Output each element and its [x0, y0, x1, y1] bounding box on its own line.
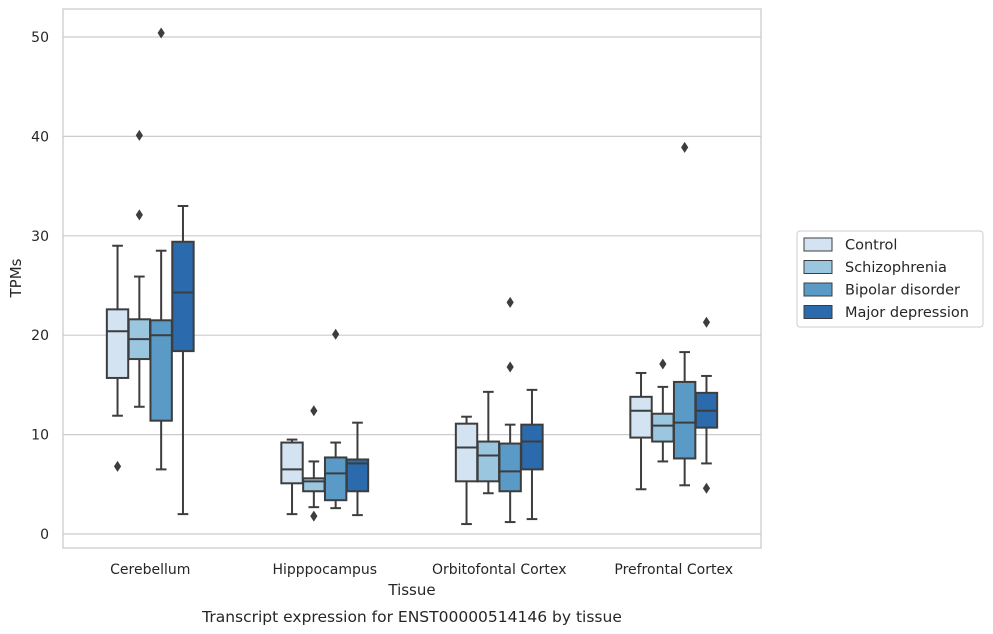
box-plot	[498, 296, 522, 524]
box-plot	[651, 358, 675, 463]
x-tick-label: Hipppocampus	[272, 562, 377, 578]
outlier-point	[702, 316, 711, 328]
legend-swatch	[803, 305, 833, 319]
outlier-point	[702, 482, 711, 494]
legend-label: Major depression	[845, 305, 969, 321]
legend-frame	[796, 230, 984, 328]
legend-label: Schizophrenia	[845, 260, 947, 276]
outlier-point	[332, 328, 340, 340]
box-plot	[345, 421, 370, 517]
grid-lines	[63, 36, 761, 535]
outlier-point	[157, 27, 165, 39]
box-iqr	[629, 395, 653, 439]
box-plot	[476, 390, 501, 495]
x-tick-label: Cerebellum	[110, 562, 190, 578]
legend-swatch	[803, 237, 833, 252]
box-plot	[105, 244, 130, 472]
plot-frame	[62, 8, 762, 549]
x-tick-label: Prefrontal Cortex	[614, 562, 733, 578]
figure-caption: Transcript expression for ENST0000051414…	[201, 608, 622, 626]
legend-label: Bipolar disorder	[845, 283, 960, 299]
box-plot	[694, 316, 719, 494]
outlier-point	[659, 358, 667, 370]
box-plot	[629, 371, 653, 491]
box-plot	[323, 328, 348, 510]
box-iqr	[171, 240, 195, 353]
outlier-point	[135, 209, 143, 221]
box-plots	[105, 27, 719, 526]
box-iqr	[323, 456, 348, 502]
y-tick-label: 0	[40, 527, 49, 543]
outlier-point	[506, 296, 514, 308]
x-tick-labels: Cerebellum Hipppocampus Orbitofontal Corte…	[110, 562, 733, 578]
box-iqr	[302, 477, 326, 493]
box-plot	[127, 129, 152, 408]
box-plot	[520, 388, 544, 521]
box-plot	[672, 141, 697, 487]
x-tick-label: Orbitofontal Cortex	[432, 562, 567, 578]
legend: Control Schizophrenia Bipolar disorder Majo…	[796, 230, 984, 328]
box-iqr	[345, 458, 370, 493]
y-tick-label: 20	[31, 328, 49, 344]
outlier-point	[310, 510, 318, 522]
box-iqr	[105, 308, 130, 379]
box-plot	[302, 405, 326, 522]
legend-label: Control	[845, 238, 897, 254]
y-tick-label: 30	[31, 229, 49, 245]
box-iqr	[454, 422, 479, 483]
box-plot	[171, 204, 195, 516]
box-iqr	[476, 440, 501, 483]
legend-swatch	[803, 282, 833, 297]
box-iqr	[149, 319, 173, 422]
outlier-point	[113, 460, 122, 472]
outlier-point	[310, 405, 318, 417]
y-tick-labels: 0 10 20 30 40 50	[31, 30, 49, 543]
box-iqr	[672, 380, 697, 460]
outlier-point	[506, 361, 514, 373]
outlier-point	[681, 141, 689, 153]
box-plot	[280, 438, 304, 516]
legend-swatch	[803, 260, 833, 274]
box-plot	[454, 415, 479, 526]
y-axis-title: TPMs	[7, 258, 25, 298]
box-iqr	[498, 442, 522, 493]
y-tick-label: 40	[31, 129, 49, 145]
y-tick-label: 10	[31, 428, 49, 444]
y-tick-label: 50	[31, 30, 49, 46]
box-plot	[149, 27, 173, 471]
box-iqr	[651, 412, 675, 443]
outlier-point	[135, 129, 143, 141]
box-iqr	[280, 441, 304, 485]
x-axis-title: Tissue	[387, 581, 435, 599]
box-iqr	[520, 423, 544, 471]
